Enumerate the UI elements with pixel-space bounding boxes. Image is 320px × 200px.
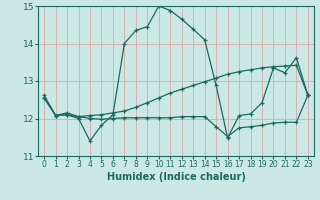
- X-axis label: Humidex (Indice chaleur): Humidex (Indice chaleur): [107, 172, 245, 182]
